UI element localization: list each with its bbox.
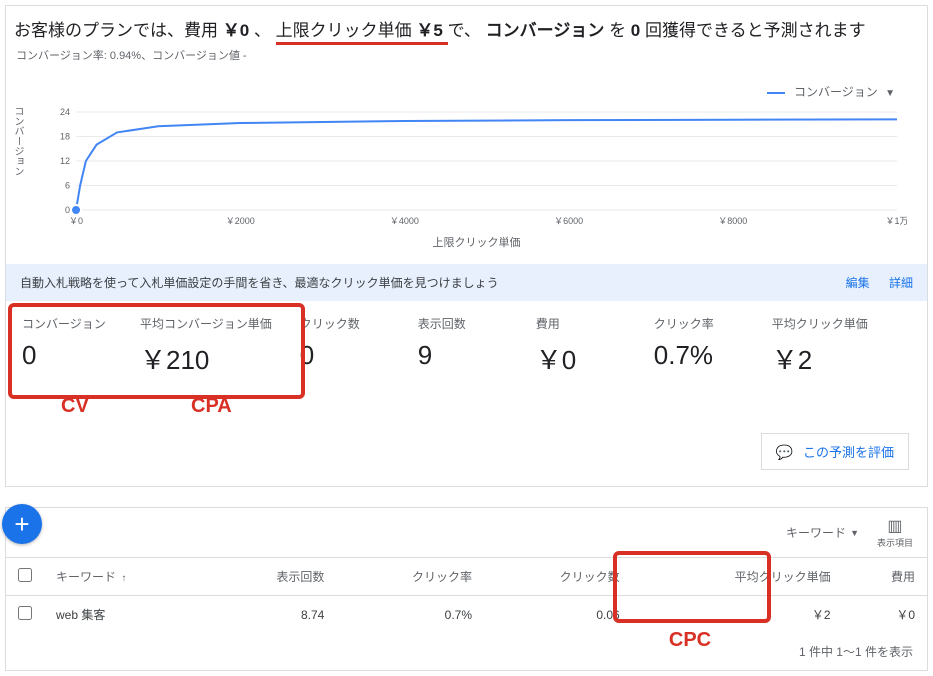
metric-value: ￥2 [772,340,868,377]
col-header-1[interactable]: キーワード ↑ [44,558,210,596]
svg-text:6: 6 [65,181,70,191]
metric-2: クリック数 0 [300,315,390,377]
subline: コンバージョン率: 0.94%、コンバージョン値 - [6,47,927,71]
svg-text:18: 18 [60,132,70,142]
metric-label: 平均クリック単価 [772,315,868,332]
metric-0: コンバージョン 0 [22,315,112,377]
evaluate-forecast-button[interactable]: 💬 この予測を評価 [761,433,909,470]
metric-5: クリック率 0.7% [654,315,744,377]
metric-6: 平均クリック単価 ￥2 [772,315,868,377]
headline-cost: ￥0 [223,21,249,40]
chart-area: コンバージョン ▼ コンバージョン 24 18 12 6 0￥0 ￥2000 ￥4000 ￥6… [6,71,927,264]
metric-1: 平均コンバージョン単価 ￥210 [140,315,272,377]
metric-label: クリック数 [300,315,390,332]
col-header-3[interactable]: クリック率 [336,558,484,596]
speech-bubble-icon: 💬 [776,444,793,460]
legend-swatch [767,92,785,94]
metrics-row: コンバージョン 0 平均コンバージョン単価 ￥210 クリック数 0 表示回数 9 費用 ￥0 クリ… [6,301,927,395]
col-header-2[interactable]: 表示回数 [210,558,337,596]
metric-label: 費用 [536,315,626,332]
prediction-card: お客様のプランでは、費用 ￥0 、 上限クリック単価 ￥5 で、 コンバージョン… [5,5,928,487]
legend-label: コンバージョン [794,85,878,99]
metric-label: クリック率 [654,315,744,332]
table-footer: 1 件中 1～1 件を表示 [6,633,927,670]
chevron-down-icon: ▼ [850,528,859,538]
table-body: web 集客8.740.7%0.06￥2￥0 [6,596,927,634]
svg-text:0: 0 [65,205,70,215]
cell-ctr: 0.7% [336,596,484,634]
headline-conversion-word: コンバージョン [486,21,605,40]
chart-legend[interactable]: コンバージョン ▼ [46,81,907,108]
cell-keyword: web 集客 [44,596,210,634]
keyword-table: キーワード ↑表示回数クリック率クリック数平均クリック単価費用 web 集客8.… [6,557,927,633]
cell-impr: 8.74 [210,596,337,634]
headline-prefix: お客様のプランでは、費用 [14,21,223,40]
row-checkbox[interactable] [18,606,32,620]
cell-clicks: 0.06 [484,596,632,634]
headline: お客様のプランでは、費用 ￥0 、 上限クリック単価 ￥5 で、 コンバージョン… [6,6,927,47]
banner-edit-link[interactable]: 編集 [846,276,870,290]
annotation-cpc: CPC [645,629,735,652]
cell-cpc: ￥2 [632,596,843,634]
chevron-down-icon: ▼ [885,88,895,99]
chart-ylabel: コンバージョン [10,106,25,176]
cell-cost: ￥0 [843,596,927,634]
evaluate-label: この予測を評価 [803,445,894,460]
keyword-table-card: + キーワード ▼ ▥ 表示項目 キーワード ↑表示回数クリック率クリック数平均… [5,507,928,671]
chart-xlabel: 上限クリック単価 [46,228,907,258]
table-row[interactable]: web 集客8.740.7%0.06￥2￥0 [6,596,927,634]
columns-button[interactable]: ▥ 表示項目 [877,516,913,549]
annotation-cv: CV [61,395,89,418]
line-chart[interactable]: 24 18 12 6 0￥0 ￥2000 ￥4000 ￥6000 ￥8000 ￥1万 [46,108,907,228]
headline-conversion-count: 0 [631,21,640,40]
headline-cpc-group: 上限クリック単価 ￥5 [276,21,448,45]
banner-text: 自動入札戦略を使って入札単価設定の手間を省き、最適なクリック単価を見つけましょう [20,274,499,291]
add-keyword-button[interactable]: + [2,504,42,544]
table-header-row: キーワード ↑表示回数クリック率クリック数平均クリック単価費用 [6,558,927,596]
metric-3: 表示回数 9 [418,315,508,377]
svg-text:￥1万: ￥1万 [885,216,907,226]
columns-icon: ▥ [877,516,913,536]
annotation-cpa: CPA [191,395,232,418]
banner-details-link[interactable]: 詳細 [889,276,913,290]
svg-text:12: 12 [60,156,70,166]
col-header-4[interactable]: クリック数 [484,558,632,596]
annotation-row: CV CPA [6,395,927,425]
metric-label: 表示回数 [418,315,508,332]
svg-text:￥2000: ￥2000 [226,216,255,226]
metric-value: 0 [300,340,390,371]
metric-value: ￥0 [536,340,626,377]
auto-bid-banner: 自動入札戦略を使って入札単価設定の手間を省き、最適なクリック単価を見つけましょう… [6,264,927,301]
metric-label: 平均コンバージョン単価 [140,315,272,332]
col-header-6[interactable]: 費用 [843,558,927,596]
metric-value: 0 [22,340,112,371]
svg-text:￥4000: ￥4000 [390,216,419,226]
select-all-checkbox[interactable] [18,568,32,582]
metric-value: 9 [418,340,508,371]
svg-text:24: 24 [60,108,70,117]
col-header-0[interactable] [6,558,44,596]
metric-value: 0.7% [654,340,744,371]
col-header-5[interactable]: 平均クリック単価 [632,558,843,596]
svg-text:￥0: ￥0 [69,216,83,226]
metric-label: コンバージョン [22,315,112,332]
sort-arrow-icon: ↑ [121,573,126,584]
svg-text:￥6000: ￥6000 [554,216,583,226]
metric-value: ￥210 [140,340,272,377]
metric-4: 費用 ￥0 [536,315,626,377]
keyword-dropdown[interactable]: キーワード ▼ [786,524,859,541]
svg-text:￥8000: ￥8000 [718,216,747,226]
